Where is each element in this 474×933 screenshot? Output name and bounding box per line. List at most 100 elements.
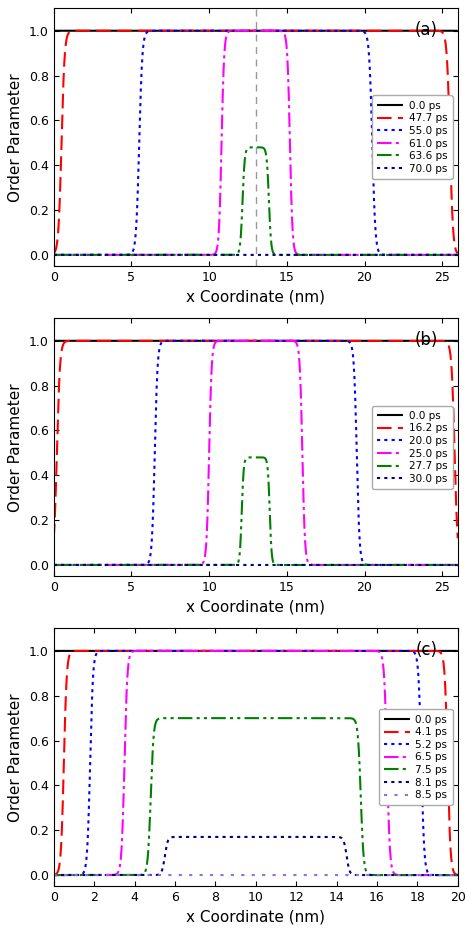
Text: (c): (c) <box>416 641 438 660</box>
25.0 ps <box>206 467 211 479</box>
4.1 ps <box>455 870 461 881</box>
47.7 ps <box>51 248 56 259</box>
Line: 47.7 ps: 47.7 ps <box>54 31 458 254</box>
27.7 ps <box>206 560 211 571</box>
8.5 ps <box>455 870 461 881</box>
5.2 ps <box>455 870 461 881</box>
20.0 ps <box>121 560 127 571</box>
8.1 ps <box>206 831 211 842</box>
5.2 ps <box>97 646 103 657</box>
7.5 ps <box>447 870 453 881</box>
4.1 ps <box>223 646 229 657</box>
0.0 ps <box>51 335 56 346</box>
47.7 ps <box>116 25 122 36</box>
5.2 ps <box>206 646 211 657</box>
Line: 63.6 ps: 63.6 ps <box>54 147 458 255</box>
6.5 ps <box>51 870 56 881</box>
27.7 ps <box>447 560 453 571</box>
Line: 27.7 ps: 27.7 ps <box>54 457 458 565</box>
Y-axis label: Order Parameter: Order Parameter <box>9 693 23 822</box>
55.0 ps <box>403 249 409 260</box>
70.0 ps <box>121 249 127 260</box>
7.5 ps <box>201 713 207 724</box>
5.2 ps <box>403 646 409 657</box>
4.1 ps <box>403 646 409 657</box>
61.0 ps <box>223 32 229 43</box>
47.7 ps <box>97 25 103 36</box>
Line: 4.1 ps: 4.1 ps <box>54 651 458 875</box>
70.0 ps <box>97 249 103 260</box>
63.6 ps <box>455 249 461 260</box>
0.0 ps <box>455 646 461 657</box>
8.1 ps <box>403 870 409 881</box>
0.0 ps <box>206 646 211 657</box>
16.2 ps <box>455 533 461 544</box>
6.5 ps <box>97 870 103 881</box>
25.0 ps <box>97 560 103 571</box>
8.5 ps <box>403 870 409 881</box>
47.7 ps <box>455 248 461 259</box>
30.0 ps <box>97 560 103 571</box>
0.0 ps <box>447 25 453 36</box>
7.5 ps <box>51 870 56 881</box>
8.1 ps <box>223 831 229 842</box>
20.0 ps <box>97 560 103 571</box>
0.0 ps <box>223 335 229 346</box>
61.0 ps <box>51 249 56 260</box>
20.0 ps <box>403 560 409 571</box>
27.7 ps <box>51 560 56 571</box>
Line: 5.2 ps: 5.2 ps <box>54 651 458 875</box>
20.0 ps <box>51 560 56 571</box>
7.5 ps <box>97 870 103 881</box>
8.5 ps <box>206 870 211 881</box>
63.6 ps <box>206 249 211 260</box>
X-axis label: x Coordinate (nm): x Coordinate (nm) <box>186 289 325 304</box>
47.7 ps <box>121 25 127 36</box>
5.2 ps <box>447 870 453 881</box>
X-axis label: x Coordinate (nm): x Coordinate (nm) <box>186 600 325 615</box>
Text: (b): (b) <box>414 331 438 349</box>
61.0 ps <box>253 25 258 36</box>
16.2 ps <box>121 335 127 346</box>
0.0 ps <box>51 646 56 657</box>
6.5 ps <box>403 870 409 881</box>
Line: 7.5 ps: 7.5 ps <box>54 718 458 875</box>
25.0 ps <box>447 560 453 571</box>
8.1 ps <box>97 870 103 881</box>
4.1 ps <box>206 646 211 657</box>
Y-axis label: Order Parameter: Order Parameter <box>9 73 23 202</box>
4.1 ps <box>97 646 103 657</box>
4.1 ps <box>121 646 127 657</box>
5.2 ps <box>51 870 56 881</box>
4.1 ps <box>115 646 120 657</box>
5.2 ps <box>223 646 229 657</box>
8.5 ps <box>121 870 127 881</box>
0.0 ps <box>97 646 103 657</box>
30.0 ps <box>403 560 409 571</box>
Line: 61.0 ps: 61.0 ps <box>54 31 458 255</box>
7.5 ps <box>121 870 127 881</box>
25.0 ps <box>121 560 127 571</box>
25.0 ps <box>223 335 229 346</box>
Legend: 0.0 ps, 4.1 ps, 5.2 ps, 6.5 ps, 7.5 ps, 8.1 ps, 8.5 ps: 0.0 ps, 4.1 ps, 5.2 ps, 6.5 ps, 7.5 ps, … <box>379 709 453 805</box>
70.0 ps <box>206 249 211 260</box>
0.0 ps <box>223 25 229 36</box>
27.7 ps <box>403 560 409 571</box>
4.1 ps <box>447 831 453 842</box>
55.0 ps <box>206 25 211 36</box>
Line: 6.5 ps: 6.5 ps <box>54 651 458 875</box>
63.6 ps <box>97 249 103 260</box>
61.0 ps <box>121 249 127 260</box>
55.0 ps <box>97 249 103 260</box>
0.0 ps <box>223 646 229 657</box>
47.7 ps <box>403 25 409 36</box>
70.0 ps <box>223 249 229 260</box>
Line: 8.1 ps: 8.1 ps <box>54 837 458 875</box>
0.0 ps <box>403 25 409 36</box>
27.7 ps <box>253 452 258 463</box>
55.0 ps <box>447 249 453 260</box>
4.1 ps <box>51 870 56 881</box>
8.5 ps <box>97 870 103 881</box>
47.7 ps <box>223 25 229 36</box>
27.7 ps <box>121 560 127 571</box>
